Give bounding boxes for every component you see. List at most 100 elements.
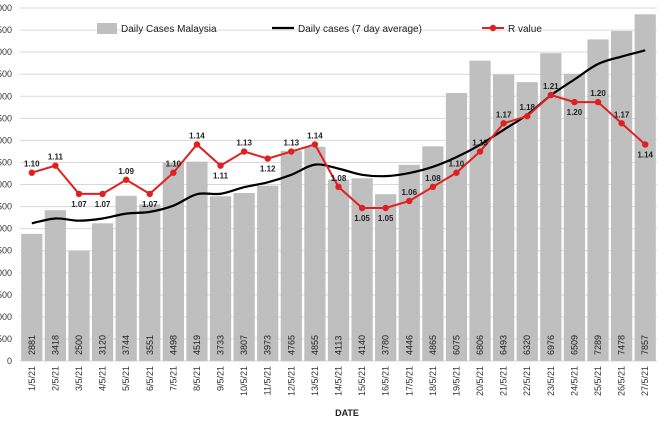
r-value-point <box>193 141 201 148</box>
bar-value-label: 7478 <box>617 335 627 355</box>
bar-value-label: 4765 <box>286 335 296 355</box>
bar-value-label: 6493 <box>499 335 509 355</box>
x-tick-label: 22/5/21 <box>522 366 532 396</box>
r-value-point <box>52 162 59 169</box>
y-tick-label: 6000 <box>0 91 12 101</box>
x-tick-label: 10/5/21 <box>239 366 249 396</box>
bar <box>634 14 656 361</box>
bar <box>257 185 279 361</box>
y-tick-label: 3500 <box>0 202 12 212</box>
x-tick-label: 1/5/21 <box>27 366 37 391</box>
bar <box>422 146 444 361</box>
r-value-label: 1.10 <box>24 160 40 169</box>
x-tick-label: 8/5/21 <box>192 366 202 391</box>
bar <box>280 150 302 361</box>
bar-value-label: 2500 <box>74 335 84 355</box>
r-value-point <box>618 120 625 127</box>
bar-value-label: 7857 <box>640 335 650 355</box>
r-value-label: 1.07 <box>142 200 158 209</box>
bar-value-label: 4498 <box>168 335 178 355</box>
r-value-point <box>429 183 437 191</box>
r-value-label: 1.08 <box>425 174 441 183</box>
r-value-label: 1.07 <box>95 200 111 209</box>
r-value-labels: 1.10 1.11 1.07 1.07 1.09 1.07 1.10 1.14 1.11 1.13… <box>24 82 654 223</box>
x-tick-label: 24/5/21 <box>569 366 579 396</box>
r-value-point <box>240 148 248 155</box>
r-value-point <box>75 190 83 198</box>
x-tick-label: 3/5/21 <box>74 366 84 391</box>
r-value-point <box>571 98 578 106</box>
bar <box>209 196 232 361</box>
r-value-point <box>382 204 389 212</box>
bar-value-label: 7289 <box>593 335 603 355</box>
bar-labels: 2881 3418 2500 3120 3744 3551 4498 4519 3733 3807… <box>27 335 650 355</box>
x-tick-label: 25/5/21 <box>593 366 603 396</box>
bar-value-label: 3551 <box>145 335 155 355</box>
bar-value-label: 3733 <box>216 335 226 355</box>
bar <box>21 233 43 361</box>
bar <box>68 250 90 361</box>
r-value-point <box>122 176 130 183</box>
y-tick-label: 0 <box>7 356 12 366</box>
r-value-point <box>217 162 224 169</box>
y-tick-label: 2000 <box>0 268 12 278</box>
x-tick-label: 15/5/21 <box>357 366 367 396</box>
r-value-label: 1.09 <box>118 167 134 176</box>
x-tick-label: 4/5/21 <box>98 366 108 391</box>
legend-label-daily-cases: Daily Cases Malaysia <box>121 24 217 35</box>
x-tick-label: 16/5/21 <box>381 366 391 396</box>
bar-value-label: 2881 <box>27 335 37 355</box>
r-value-point <box>28 169 35 176</box>
x-tick-label: 5/5/21 <box>121 366 131 391</box>
r-value-label: 1.05 <box>354 214 370 223</box>
y-tick-label: 4000 <box>0 180 12 190</box>
bar-value-label: 6075 <box>451 335 461 355</box>
bar <box>610 31 633 361</box>
bar <box>445 92 468 362</box>
bar <box>115 195 137 361</box>
x-tick-label: 13/5/21 <box>310 366 320 396</box>
r-value-point <box>99 190 106 198</box>
r-value-label: 1.21 <box>543 82 559 91</box>
r-value-label: 1.05 <box>378 214 394 223</box>
r-value-label: 1.10 <box>449 160 465 169</box>
r-value-label: 1.13 <box>236 139 252 148</box>
x-tick-label: 26/5/21 <box>617 366 627 396</box>
r-value-label: 1.11 <box>48 153 64 162</box>
bar <box>351 178 373 361</box>
y-tick-label: 7000 <box>0 47 12 57</box>
r-value-point <box>335 183 342 191</box>
r-value-line <box>28 91 649 212</box>
r-value-point <box>476 148 484 155</box>
legend-label-r-value: R value <box>508 24 542 35</box>
r-value-label: 1.08 <box>331 174 347 183</box>
r-value-point <box>358 204 366 212</box>
bar-value-label: 3780 <box>381 335 391 355</box>
bar <box>304 146 326 361</box>
bar-value-label: 4446 <box>404 335 414 355</box>
bars <box>21 14 656 362</box>
r-value-label: 1.17 <box>614 110 630 119</box>
r-value-label: 1.07 <box>71 200 87 209</box>
bar-value-label: 4855 <box>310 335 320 355</box>
bar-value-label: 3744 <box>121 335 131 355</box>
r-value-point <box>524 113 531 120</box>
legend: Daily Cases Malaysia Daily cases (7 day a… <box>97 23 542 35</box>
bar-value-label: 6320 <box>522 335 532 355</box>
r-value-label: 1.14 <box>189 131 205 140</box>
x-tick-label: 14/5/21 <box>334 366 344 396</box>
bar-value-label: 3807 <box>239 335 249 355</box>
y-tick-label: 2500 <box>0 246 12 256</box>
bar <box>563 73 586 361</box>
r-value-label: 1.06 <box>401 188 417 197</box>
bar <box>516 82 538 361</box>
x-tick-label: 23/5/21 <box>546 366 556 396</box>
bar-value-label: 4519 <box>192 335 202 355</box>
legend-r-value-marker <box>489 24 497 32</box>
r-value-point <box>547 91 555 99</box>
x-tick-label: 20/5/21 <box>475 366 485 396</box>
x-tick-label: 11/5/21 <box>263 366 273 395</box>
bar <box>186 161 208 361</box>
bar-value-label: 4113 <box>334 336 344 355</box>
